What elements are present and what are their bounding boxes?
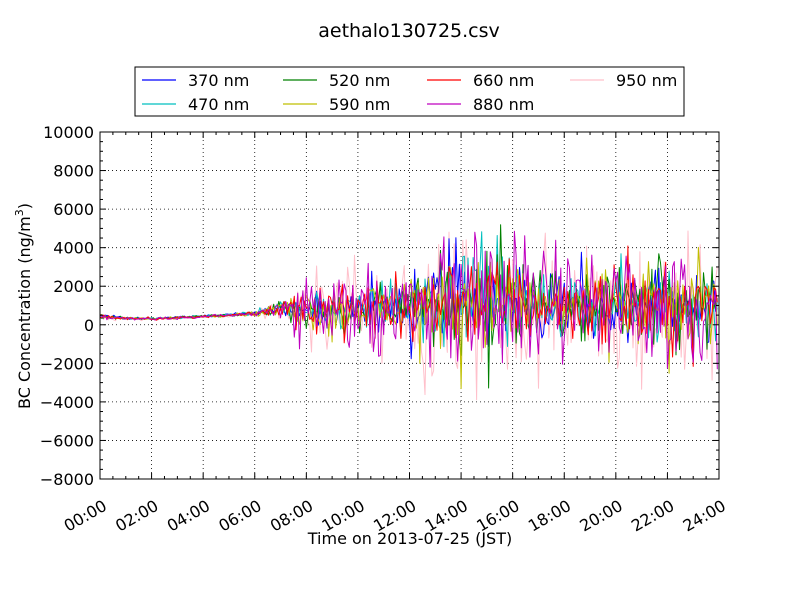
x-tick-label: 02:00 bbox=[112, 496, 161, 536]
x-tick-label: 24:00 bbox=[680, 496, 729, 536]
legend-entry: 660 nm bbox=[427, 71, 534, 90]
axis-ticks bbox=[99, 131, 720, 480]
legend-label: 660 nm bbox=[473, 71, 534, 90]
y-tick-label: 2000 bbox=[53, 277, 94, 296]
y-tick-label: −2000 bbox=[40, 354, 94, 373]
x-tick-label: 22:00 bbox=[628, 496, 677, 536]
y-tick-label: 4000 bbox=[53, 239, 94, 258]
y-tick-label: 0 bbox=[84, 316, 94, 335]
x-tick-label: 18:00 bbox=[525, 496, 574, 536]
legend-entry: 590 nm bbox=[283, 95, 390, 114]
legend-label: 520 nm bbox=[329, 71, 390, 90]
legend-entry: 370 nm bbox=[142, 71, 249, 90]
x-tick-label: 00:00 bbox=[61, 496, 110, 536]
legend-label: 590 nm bbox=[329, 95, 390, 114]
legend-label: 880 nm bbox=[473, 95, 534, 114]
legend: 370 nm 470 nm 520 nm 590 nm 660 nm 880 nm 950 … bbox=[134, 66, 685, 117]
y-tick-label: −8000 bbox=[40, 470, 94, 489]
x-tick-label: 06:00 bbox=[215, 496, 264, 536]
y-axis-label-main: BC Concentration (ng/m bbox=[15, 216, 34, 409]
y-tick-label: 6000 bbox=[53, 200, 94, 219]
legend-entry: 950 nm bbox=[570, 71, 677, 90]
y-axis-label-superscript: 3 bbox=[13, 209, 26, 216]
x-tick-label: 04:00 bbox=[164, 496, 213, 536]
legend-label: 470 nm bbox=[188, 95, 249, 114]
y-axis-label-close: ) bbox=[15, 203, 34, 209]
legend-entry: 880 nm bbox=[427, 95, 534, 114]
legend-entries: 370 nm 470 nm 520 nm 590 nm 660 nm 880 nm 950 … bbox=[142, 71, 677, 114]
legend-entry: 470 nm bbox=[142, 95, 249, 114]
x-axis-label: Time on 2013-07-25 (JST) bbox=[307, 529, 512, 548]
y-tick-label: 10000 bbox=[43, 123, 94, 142]
y-tick-label: 8000 bbox=[53, 162, 94, 181]
legend-entry: 520 nm bbox=[283, 71, 390, 90]
y-axis-label: BC Concentration (ng/m3) bbox=[13, 203, 34, 409]
series-line bbox=[99, 230, 718, 370]
y-tick-label: −6000 bbox=[40, 431, 94, 450]
y-tick-label: −4000 bbox=[40, 393, 94, 412]
y-tick-labels: −8000 −6000 −4000 −2000 0 2000 4000 6000 8000 100… bbox=[40, 123, 94, 489]
legend-label: 950 nm bbox=[616, 71, 677, 90]
x-tick-label: 20:00 bbox=[576, 496, 625, 536]
series-lines bbox=[99, 224, 718, 401]
legend-box bbox=[134, 66, 685, 117]
legend-label: 370 nm bbox=[188, 71, 249, 90]
chart-title: aethalo130725.csv bbox=[318, 20, 500, 42]
